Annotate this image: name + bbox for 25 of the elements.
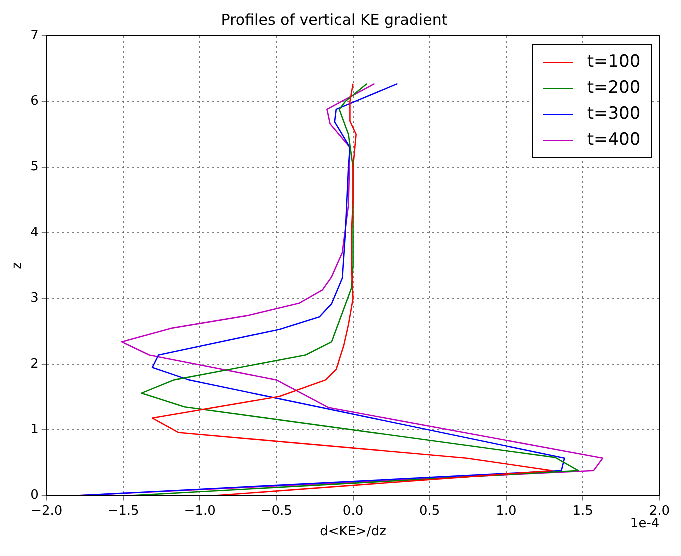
legend-label: t=100 [587, 52, 641, 72]
legend-label: t=300 [587, 104, 641, 124]
x-axis-title: d<KE>/dz [320, 524, 387, 540]
x-tick-label: −0.5 [260, 504, 292, 519]
x-tick-label: 0.0 [342, 504, 364, 519]
chart-title: Profiles of vertical KE gradient [221, 10, 448, 29]
x-tick-label: 1.5 [572, 504, 594, 519]
y-tick-label: 1 [30, 422, 39, 438]
x-tick-label: 1.0 [496, 504, 517, 519]
y-tick-label: 6 [30, 94, 39, 110]
legend-label: t=200 [587, 78, 641, 98]
x-tick-label: 2.0 [649, 504, 670, 519]
text: 1e-4 [630, 516, 660, 532]
y-tick-label: 4 [30, 225, 39, 240]
x-tick-label: −1.0 [184, 504, 216, 519]
x-tick-label: 0.5 [420, 504, 440, 519]
y-tick-label: 7 [30, 28, 39, 44]
legend-label: t=400 [587, 130, 641, 150]
x-tick-label: −1.5 [108, 504, 140, 519]
y-tick-label: 0 [30, 488, 39, 504]
y-tick-label: 3 [30, 291, 39, 306]
y-tick-label: 2 [30, 356, 39, 372]
y-tick-label: 5 [30, 160, 39, 175]
y-axis-title: z [10, 262, 26, 270]
x-tick-label: −2.0 [31, 504, 63, 519]
